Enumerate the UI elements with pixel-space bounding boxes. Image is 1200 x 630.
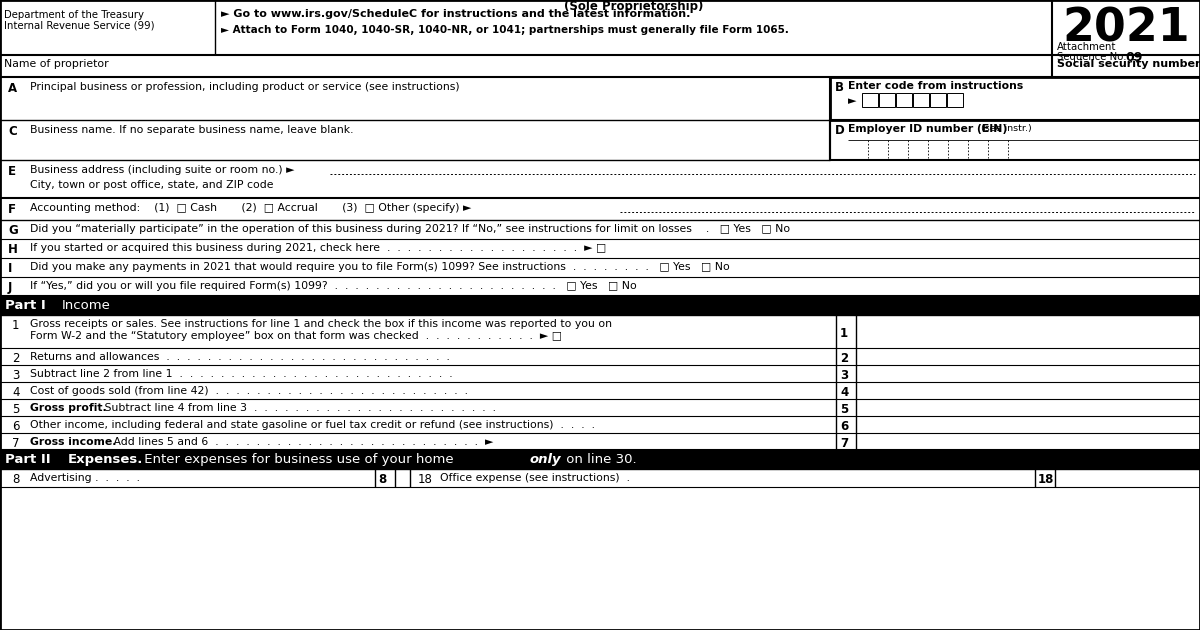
Text: Name of proprietor: Name of proprietor (4, 59, 109, 69)
Text: Business name. If no separate business name, leave blank.: Business name. If no separate business n… (30, 125, 354, 135)
Text: Expenses.: Expenses. (68, 453, 143, 466)
Text: F: F (8, 203, 16, 216)
Text: Office expense (see instructions)  .: Office expense (see instructions) . (440, 473, 630, 483)
Text: Part II: Part II (5, 453, 50, 466)
Text: Income: Income (62, 299, 110, 312)
Text: Employer ID number (EIN): Employer ID number (EIN) (848, 124, 1007, 134)
Text: ► Go to www.irs.gov/ScheduleC for instructions and the latest information.: ► Go to www.irs.gov/ScheduleC for instru… (221, 9, 690, 19)
Text: 4: 4 (840, 386, 848, 399)
Text: 2: 2 (840, 352, 848, 365)
Text: Social security number (SSN): Social security number (SSN) (1057, 59, 1200, 69)
Text: Add lines 5 and 6  .  .  .  .  .  .  .  .  .  .  .  .  .  .  .  .  .  .  .  .  .: Add lines 5 and 6 . . . . . . . . . . . … (110, 437, 493, 447)
Text: Subtract line 4 from line 3  .  .  .  .  .  .  .  .  .  .  .  .  .  .  .  .  .  : Subtract line 4 from line 3 . . . . . . … (101, 403, 496, 413)
Text: 3: 3 (12, 369, 19, 382)
Text: 09: 09 (1126, 51, 1142, 64)
Text: 1: 1 (12, 319, 19, 332)
Text: 5: 5 (12, 403, 19, 416)
Text: Other income, including federal and state gasoline or fuel tax credit or refund : Other income, including federal and stat… (30, 420, 595, 430)
Text: 18: 18 (418, 473, 433, 486)
Text: If you started or acquired this business during 2021, check here  .  .  .  .  . : If you started or acquired this business… (30, 243, 606, 253)
Text: Part I: Part I (5, 299, 46, 312)
Text: If “Yes,” did you or will you file required Form(s) 1099?  .  .  .  .  .  .  .  : If “Yes,” did you or will you file requi… (30, 281, 637, 291)
Bar (896, 93, 912, 107)
Text: (see instr.): (see instr.) (978, 124, 1032, 133)
Text: Business address (including suite or room no.) ►: Business address (including suite or roo… (30, 165, 294, 175)
Text: E: E (8, 165, 16, 178)
Text: C: C (8, 125, 17, 138)
Bar (947, 93, 964, 107)
Bar (830, 77, 1200, 120)
Text: City, town or post office, state, and ZIP code: City, town or post office, state, and ZI… (30, 180, 274, 190)
Text: 7: 7 (840, 437, 848, 450)
Text: (Sole Proprietorship): (Sole Proprietorship) (564, 0, 703, 13)
Bar (0, 450, 1200, 469)
Text: 8: 8 (378, 473, 386, 486)
Bar (0, 296, 1200, 315)
Text: only: only (530, 453, 562, 466)
Text: Enter code from instructions: Enter code from instructions (848, 81, 1024, 91)
Text: Sequence No.: Sequence No. (1057, 52, 1129, 62)
Text: A: A (8, 82, 17, 95)
Text: Department of the Treasury: Department of the Treasury (4, 10, 144, 20)
Text: D: D (835, 124, 845, 137)
Text: Advertising .  .  .  .  .: Advertising . . . . . (30, 473, 140, 483)
Bar (913, 93, 929, 107)
Bar (862, 93, 878, 107)
Text: J: J (8, 281, 12, 294)
Text: ► Attach to Form 1040, 1040-SR, 1040-NR, or 1041; partnerships must generally fi: ► Attach to Form 1040, 1040-SR, 1040-NR,… (221, 25, 788, 35)
Text: H: H (8, 243, 18, 256)
Text: Gross income.: Gross income. (30, 437, 116, 447)
Bar (878, 93, 895, 107)
Text: Enter expenses for business use of your home: Enter expenses for business use of your … (140, 453, 458, 466)
Text: 1: 1 (840, 327, 848, 340)
Text: 2: 2 (12, 352, 19, 365)
Text: G: G (8, 224, 18, 237)
Text: Did you “materially participate” in the operation of this business during 2021? : Did you “materially participate” in the … (30, 224, 790, 234)
Text: Form W-2 and the “Statutory employee” box on that form was checked  .  .  .  .  : Form W-2 and the “Statutory employee” bo… (30, 331, 562, 341)
Text: Gross profit.: Gross profit. (30, 403, 107, 413)
Text: Gross receipts or sales. See instructions for line 1 and check the box if this i: Gross receipts or sales. See instruction… (30, 319, 612, 329)
Text: Internal Revenue Service (99): Internal Revenue Service (99) (4, 21, 155, 31)
Text: on line 30.: on line 30. (562, 453, 637, 466)
Text: 7: 7 (12, 437, 19, 450)
Text: 3: 3 (840, 369, 848, 382)
Text: Cost of goods sold (from line 42)  .  .  .  .  .  .  .  .  .  .  .  .  .  .  .  : Cost of goods sold (from line 42) . . . … (30, 386, 468, 396)
Text: Accounting method:    (1)  □ Cash       (2)  □ Accrual       (3)  □ Other (speci: Accounting method: (1) □ Cash (2) □ Accr… (30, 203, 472, 213)
Text: ►: ► (848, 96, 857, 106)
Text: Subtract line 2 from line 1  .  .  .  .  .  .  .  .  .  .  .  .  .  .  .  .  .  : Subtract line 2 from line 1 . . . . . . … (30, 369, 452, 379)
Text: Returns and allowances  .  .  .  .  .  .  .  .  .  .  .  .  .  .  .  .  .  .  . : Returns and allowances . . . . . . . . .… (30, 352, 450, 362)
Text: 4: 4 (12, 386, 19, 399)
Text: 2021: 2021 (1062, 6, 1190, 51)
Bar (830, 120, 1200, 160)
Text: 5: 5 (840, 403, 848, 416)
Text: 8: 8 (12, 473, 19, 486)
Text: 6: 6 (12, 420, 19, 433)
Text: 18: 18 (1038, 473, 1055, 486)
Text: Attachment: Attachment (1057, 42, 1116, 52)
Text: B: B (835, 81, 844, 94)
Bar (930, 93, 946, 107)
Text: Did you make any payments in 2021 that would require you to file Form(s) 1099? S: Did you make any payments in 2021 that w… (30, 262, 730, 272)
Text: Principal business or profession, including product or service (see instructions: Principal business or profession, includ… (30, 82, 460, 92)
Text: I: I (8, 262, 12, 275)
Text: 6: 6 (840, 420, 848, 433)
